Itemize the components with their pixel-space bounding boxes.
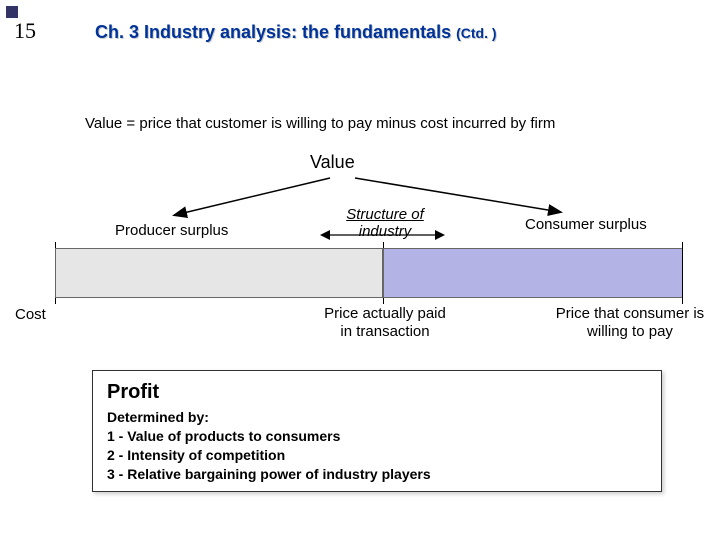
willing-line2: willing to pay — [587, 323, 673, 340]
title-main: Ch. 3 Industry analysis: the fundamental… — [95, 22, 451, 42]
producer-surplus-bar — [55, 248, 383, 298]
profit-point-3: 3 - Relative bargaining power of industr… — [107, 465, 647, 484]
value-definition: Value = price that customer is willing t… — [85, 115, 555, 132]
structure-line1: Structure of — [346, 206, 424, 223]
value-heading: Value — [310, 152, 355, 173]
price-paid-line2: in transaction — [340, 323, 429, 340]
willing-line1: Price that consumer is — [556, 305, 704, 322]
willing-to-pay-label: Price that consumer is willing to pay — [540, 305, 720, 341]
profit-box: Profit Determined by: 1 - Value of produ… — [92, 370, 662, 492]
price-actually-paid-label: Price actually paid in transaction — [300, 305, 470, 341]
profit-title: Profit — [107, 381, 647, 404]
corner-accent — [6, 6, 18, 18]
producer-surplus-label: Producer surplus — [115, 222, 228, 239]
consumer-surplus-label: Consumer surplus — [525, 216, 647, 233]
tick-willing — [682, 242, 683, 304]
slide-title: Ch. 3 Industry analysis: the fundamental… — [95, 22, 497, 43]
profit-determined-by: Determined by: — [107, 408, 647, 427]
price-paid-line1: Price actually paid — [324, 305, 446, 322]
profit-point-2: 2 - Intensity of competition — [107, 446, 647, 465]
slide-number: 15 — [14, 18, 36, 44]
cost-label: Cost — [15, 306, 46, 323]
surplus-bars — [55, 248, 683, 298]
title-continued: (Ctd. ) — [456, 25, 496, 41]
structure-of-industry-label: Structure of industry — [330, 206, 440, 241]
structure-line2: industry — [359, 223, 412, 240]
consumer-surplus-bar — [383, 248, 683, 298]
profit-point-1: 1 - Value of products to consumers — [107, 427, 647, 446]
